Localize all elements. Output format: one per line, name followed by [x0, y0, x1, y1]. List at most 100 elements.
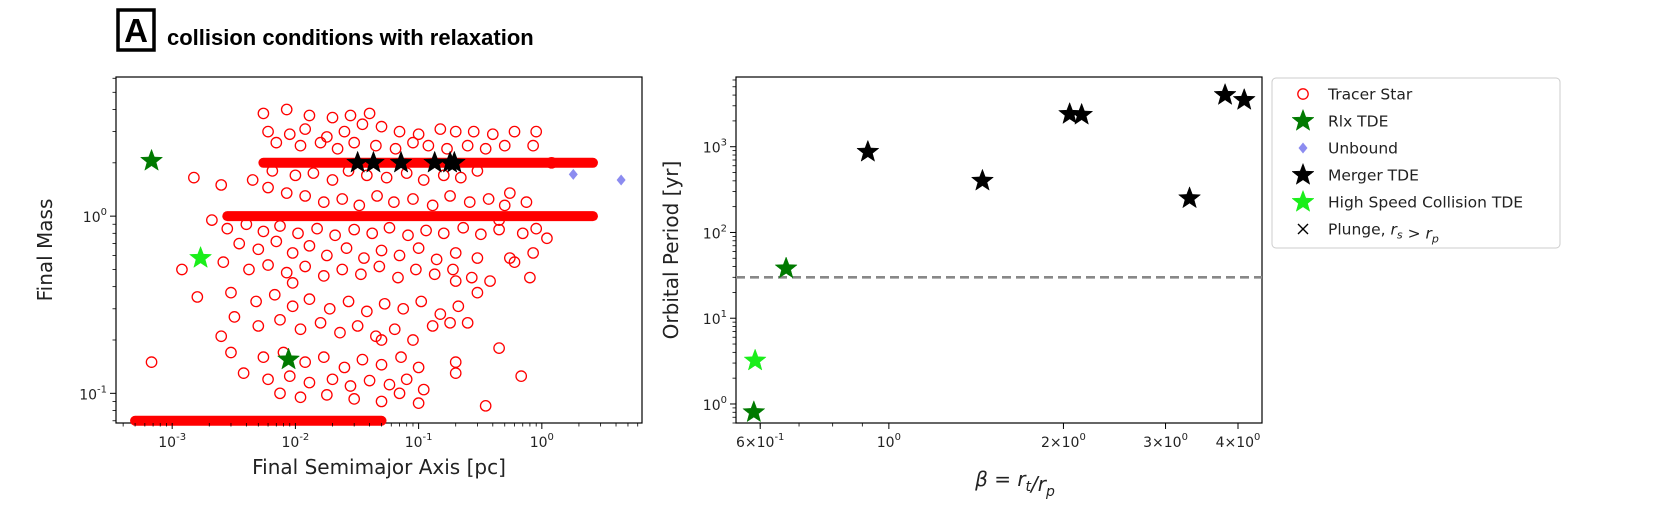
tracer-star-point-49 — [262, 181, 274, 194]
tracer-star-point-31 — [461, 139, 474, 152]
right-plot: 6×10-1 100 2×100 3×100 4×100 100 101 102 103 Orb… — [659, 76, 1263, 500]
tracer-star-point-125 — [415, 295, 428, 308]
tracer-star-point-168 — [348, 393, 361, 405]
tracer-star-point-129 — [228, 311, 241, 323]
tracer-star-point-99 — [217, 256, 230, 268]
tracer-star-point-164 — [449, 367, 462, 379]
tracer-star-point-91 — [393, 249, 406, 262]
tracer-star-point-77 — [437, 227, 450, 240]
tracer-star-point-79 — [475, 228, 487, 241]
tracer-star-point-127 — [452, 300, 465, 313]
tracer-star-point-19 — [508, 125, 521, 138]
legend-marker-1 — [1291, 108, 1315, 131]
tracer-star-point-80 — [493, 223, 505, 236]
tracer-star-point-184 — [215, 330, 228, 343]
tracer-star-point-139 — [426, 320, 439, 332]
tracer-star-point-176 — [541, 232, 553, 245]
tracer-star-point-159 — [344, 380, 357, 392]
right-xtick-label-3: 3×100 — [1143, 432, 1188, 451]
tracer-star-point-71 — [329, 229, 341, 242]
tracer-star-point-150 — [395, 351, 407, 364]
tracer-star-point-120 — [323, 302, 336, 315]
panel-letter: A — [124, 12, 148, 49]
tracer-star-point-17 — [467, 125, 480, 138]
tracer-star-point-146 — [317, 351, 330, 364]
tracer-star-point-104 — [317, 270, 330, 282]
tracer-star-point-173 — [145, 356, 158, 368]
tracer-star-point-81 — [516, 227, 529, 240]
tracer-star-point-36 — [307, 167, 320, 179]
tracer-star-point-74 — [383, 221, 396, 234]
tracer-star-point-40 — [380, 171, 393, 184]
tracer-star-point-39 — [360, 169, 373, 182]
right-data-marks — [742, 82, 1256, 423]
left-xtick-label-0: 10-3 — [158, 432, 186, 451]
tracer-star-point-78 — [457, 221, 470, 234]
right-ytick-label-0: 100 — [703, 395, 727, 414]
tracer-star-point-131 — [274, 313, 286, 326]
tracer-star-point-38 — [342, 165, 355, 177]
tracer-star-point-50 — [280, 187, 293, 199]
tracer-star-point-10 — [338, 125, 351, 138]
tracer-star-point-1 — [280, 103, 293, 116]
panel-header: A collision conditions with relaxation — [116, 8, 534, 52]
merger-tde-point-4 — [1177, 186, 1202, 209]
tracer-star-point-16 — [449, 125, 462, 138]
tracer-star-point-85 — [286, 247, 299, 259]
tracer-star-point-57 — [407, 193, 419, 205]
tracer-star-point-69 — [292, 227, 304, 240]
tracer-star-point-135 — [351, 320, 364, 332]
tracer-star-point-117 — [268, 288, 281, 301]
tracer-star-point-2 — [303, 109, 316, 122]
right-plot-frame — [735, 76, 1263, 424]
tracer-star-point-167 — [321, 389, 333, 401]
legend-label-2: Unbound — [1328, 140, 1398, 158]
tracer-star-point-109 — [410, 263, 422, 276]
legend-label-1: Rlx TDE — [1328, 113, 1388, 131]
tracer-star-point-21 — [270, 136, 283, 149]
tracer-star-point-106 — [355, 268, 367, 281]
tracer-star-point-132 — [294, 323, 307, 336]
tracer-star-point-186 — [503, 187, 516, 199]
tracer-star-point-20 — [530, 125, 543, 138]
tracer-star-point-84 — [270, 235, 283, 248]
tracer-star-point-76 — [420, 224, 432, 237]
tracer-star-point-121 — [342, 295, 355, 308]
tracer-star-point-124 — [397, 302, 410, 315]
tracer-star-point-90 — [375, 244, 388, 257]
tracer-star-point-34 — [266, 165, 279, 177]
tracer-star-point-94 — [449, 247, 462, 259]
tracer-star-point-37 — [326, 174, 339, 186]
tracer-star-point-11 — [356, 118, 369, 131]
tracer-star-point-118 — [286, 300, 299, 313]
tracer-star-point-65 — [221, 222, 234, 235]
tracer-star-point-18 — [486, 128, 499, 141]
tracer-star-point-67 — [257, 225, 270, 238]
tracer-star-point-161 — [383, 378, 396, 391]
tracer-star-point-72 — [348, 223, 361, 236]
tracer-star-point-97 — [527, 247, 539, 259]
tracer-star-point-119 — [303, 293, 316, 306]
tracer-star-point-46 — [188, 171, 200, 184]
tracer-star-point-73 — [366, 227, 379, 240]
tracer-star-point-75 — [402, 229, 414, 242]
tracer-star-point-54 — [353, 199, 366, 212]
merger-tde-point-5 — [442, 150, 466, 173]
right-xtick-label-0: 6×10-1 — [736, 432, 784, 451]
tracer-star-point-155 — [262, 373, 274, 386]
tracer-star-point-92 — [412, 242, 425, 254]
tracer-star-point-33 — [498, 139, 511, 152]
tracer-star-point-9 — [321, 131, 333, 143]
tracer-star-point-111 — [447, 263, 459, 276]
figure-heading: collision conditions with relaxation — [167, 25, 534, 50]
left-y-axis-label: Final Mass — [33, 199, 57, 302]
rlx-tde-point-0 — [139, 148, 164, 171]
tracer-star-point-145 — [299, 356, 312, 368]
tracer-star-point-114 — [191, 291, 204, 303]
legend-label-5: Plunge, rs > rp — [1328, 221, 1439, 246]
tracer-star-point-116 — [250, 295, 262, 308]
tracer-star-point-55 — [371, 190, 383, 202]
legend-label-3: Merger TDE — [1328, 167, 1419, 185]
tracer-star-point-138 — [407, 334, 419, 346]
tracer-star-point-105 — [336, 263, 349, 276]
